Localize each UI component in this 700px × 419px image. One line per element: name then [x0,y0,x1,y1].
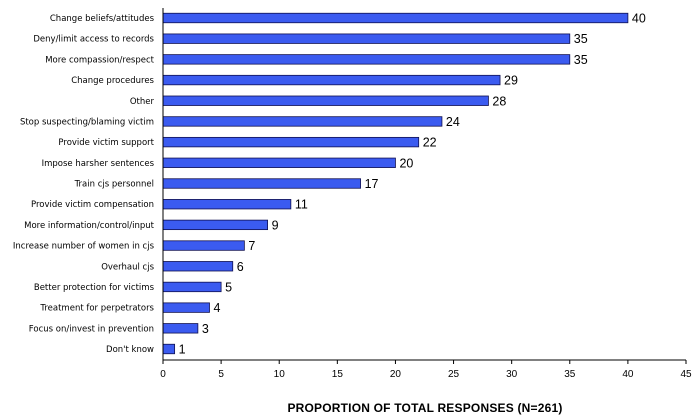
bar [162,95,489,106]
x-tick-label: 5 [218,369,224,380]
category-label: Provide victim support [58,138,154,148]
bar [162,54,571,65]
value-label: 28 [492,94,506,108]
category-label: Other [130,97,155,107]
category-label: Deny/limit access to records [33,35,154,45]
x-tick-label: 0 [160,369,166,380]
x-tick-label: 30 [506,369,518,380]
category-label: Change beliefs/attitudes [50,14,155,24]
category-label: More information/control/input [24,221,155,231]
x-tick-label: 10 [274,369,286,380]
x-tick-label: 35 [564,369,576,380]
category-label: Overhaul cjs [101,262,154,272]
bar [162,281,222,293]
value-label: 20 [399,156,413,170]
value-label: 9 [272,218,279,232]
category-label: More compassion/respect [45,55,154,65]
value-label: 24 [446,115,460,129]
bar [162,219,268,231]
value-label: 11 [295,198,308,212]
bar [162,261,234,272]
category-label: Treatment for perpetrators [39,304,154,314]
x-axis-title: PROPORTION OF TOTAL RESPONSES (N=261) [287,401,562,415]
value-label: 22 [423,136,437,150]
category-label: Better protection for victims [34,283,155,293]
category-labels: Change beliefs/attitudes Deny/limit acces… [13,14,155,355]
x-axis-ticks: 0 5 10 15 20 25 30 35 40 45 [160,360,692,380]
value-label: 6 [237,260,244,274]
value-label: 1 [179,343,186,357]
category-label: Change procedures [71,76,154,86]
value-label: 3 [202,322,209,336]
x-tick-label: 40 [622,369,634,380]
category-label: Impose harsher sentences [42,159,155,169]
value-label: 5 [225,280,232,294]
value-label: 29 [504,74,518,88]
x-tick-label: 15 [332,369,344,380]
x-tick-label: 45 [680,369,692,380]
bar [162,178,361,189]
x-tick-label: 25 [448,369,460,380]
bar [162,323,199,334]
category-label: Increase number of women in cjs [13,242,155,252]
value-label: 7 [248,239,255,253]
bars-group [162,12,629,355]
value-label: 35 [574,32,588,46]
bar [162,157,396,168]
category-label: Focus on/invest in prevention [29,324,154,334]
bar [162,343,176,355]
bar [162,136,420,148]
bar [162,33,571,44]
category-label: Stop suspecting/blaming victim [20,117,154,127]
bar [162,12,629,24]
bar [162,240,245,251]
value-label: 40 [632,12,646,26]
bar [162,116,443,127]
x-tick-label: 20 [390,369,402,380]
category-label: Don't know [106,345,154,355]
bar [162,74,501,86]
bar [162,199,292,210]
bar [162,302,210,313]
category-label: Provide victim compensation [31,200,154,210]
value-label: 4 [213,301,220,315]
category-label: Train cjs personnel [74,180,154,190]
value-label: 35 [574,53,588,67]
value-label: 17 [365,177,379,191]
